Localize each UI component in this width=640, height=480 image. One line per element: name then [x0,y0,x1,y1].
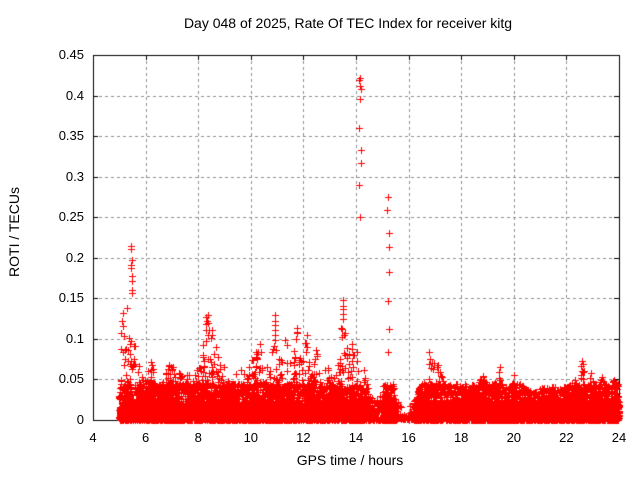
x-tick-label: 10 [243,430,259,445]
y-axis-label: ROTI / TECUs [6,187,22,277]
y-tick-label: 0 [76,412,84,427]
y-tick-label: 0.3 [65,168,84,184]
y-tick-label: 0.4 [65,87,84,103]
y-tick-label: 0.25 [58,209,84,225]
y-tick-label: 0.05 [58,371,84,387]
y-tick-label: 0.1 [65,330,84,346]
x-tick-label: 24 [611,430,627,445]
x-tick-label: 4 [89,430,97,445]
y-tick-label: 0.2 [65,249,84,265]
x-tick-label: 18 [453,430,469,445]
x-axis-label: GPS time / hours [296,452,404,468]
x-tick-label: 6 [141,430,150,445]
x-tick-label: 8 [194,430,202,445]
chart-title: Day 048 of 2025, Rate Of TEC Index for r… [183,15,513,31]
y-tick-label: 0.15 [58,290,84,306]
x-tick-label: 12 [296,430,311,445]
x-tick-label: 16 [401,430,416,445]
y-tick-label: 0.35 [58,128,84,144]
x-tick-label: 14 [348,430,364,445]
x-tick-label: 20 [506,430,522,445]
x-tick-label: 22 [559,430,574,445]
y-tick-label: 0.45 [58,47,84,62]
